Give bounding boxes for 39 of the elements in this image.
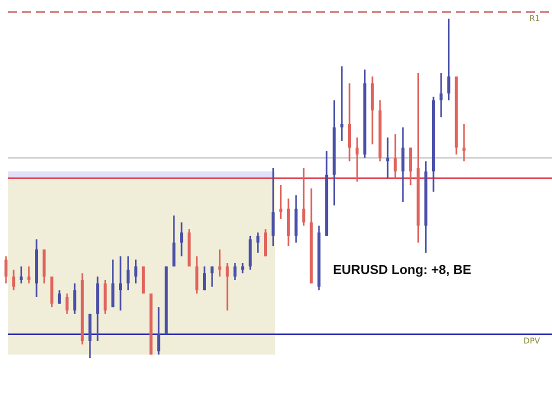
candlestick bbox=[126, 255, 130, 291]
candlestick bbox=[394, 133, 397, 180]
candlestick bbox=[66, 292, 69, 315]
candlestick bbox=[202, 266, 206, 291]
candlestick bbox=[356, 136, 359, 182]
candlestick bbox=[12, 269, 16, 291]
candlestick bbox=[440, 72, 443, 118]
candlestick bbox=[226, 262, 229, 312]
candlestick bbox=[210, 266, 214, 288]
candlestick bbox=[172, 214, 176, 268]
candlestick bbox=[279, 184, 282, 220]
candlestick bbox=[73, 282, 76, 315]
candlestick bbox=[348, 82, 351, 162]
candlestick bbox=[111, 258, 114, 308]
candlestick bbox=[340, 65, 344, 142]
candlestick bbox=[264, 228, 268, 258]
candlestick bbox=[272, 167, 275, 247]
candlestick bbox=[447, 18, 450, 101]
candlestick bbox=[27, 266, 30, 284]
candlestick bbox=[58, 289, 61, 305]
candlestick bbox=[20, 266, 23, 284]
candlestick bbox=[302, 167, 306, 227]
candlestick bbox=[4, 255, 8, 284]
candlestick bbox=[180, 222, 184, 258]
candlestick bbox=[234, 262, 236, 281]
candlestick bbox=[157, 306, 160, 356]
candlestick bbox=[241, 262, 244, 274]
candlestick bbox=[462, 123, 466, 162]
candlestick bbox=[195, 255, 198, 294]
candlestick bbox=[409, 146, 412, 186]
candlestick bbox=[119, 255, 122, 312]
ref-line-label: R1 bbox=[529, 14, 540, 23]
candlestick bbox=[134, 258, 138, 284]
annotation: EURUSD Long: +8, BE bbox=[333, 262, 472, 277]
candlestick bbox=[256, 232, 260, 254]
candlestick bbox=[386, 136, 390, 180]
candlestick bbox=[401, 126, 404, 203]
candlestick bbox=[218, 248, 222, 278]
ref-line-label: DPV bbox=[524, 336, 541, 346]
